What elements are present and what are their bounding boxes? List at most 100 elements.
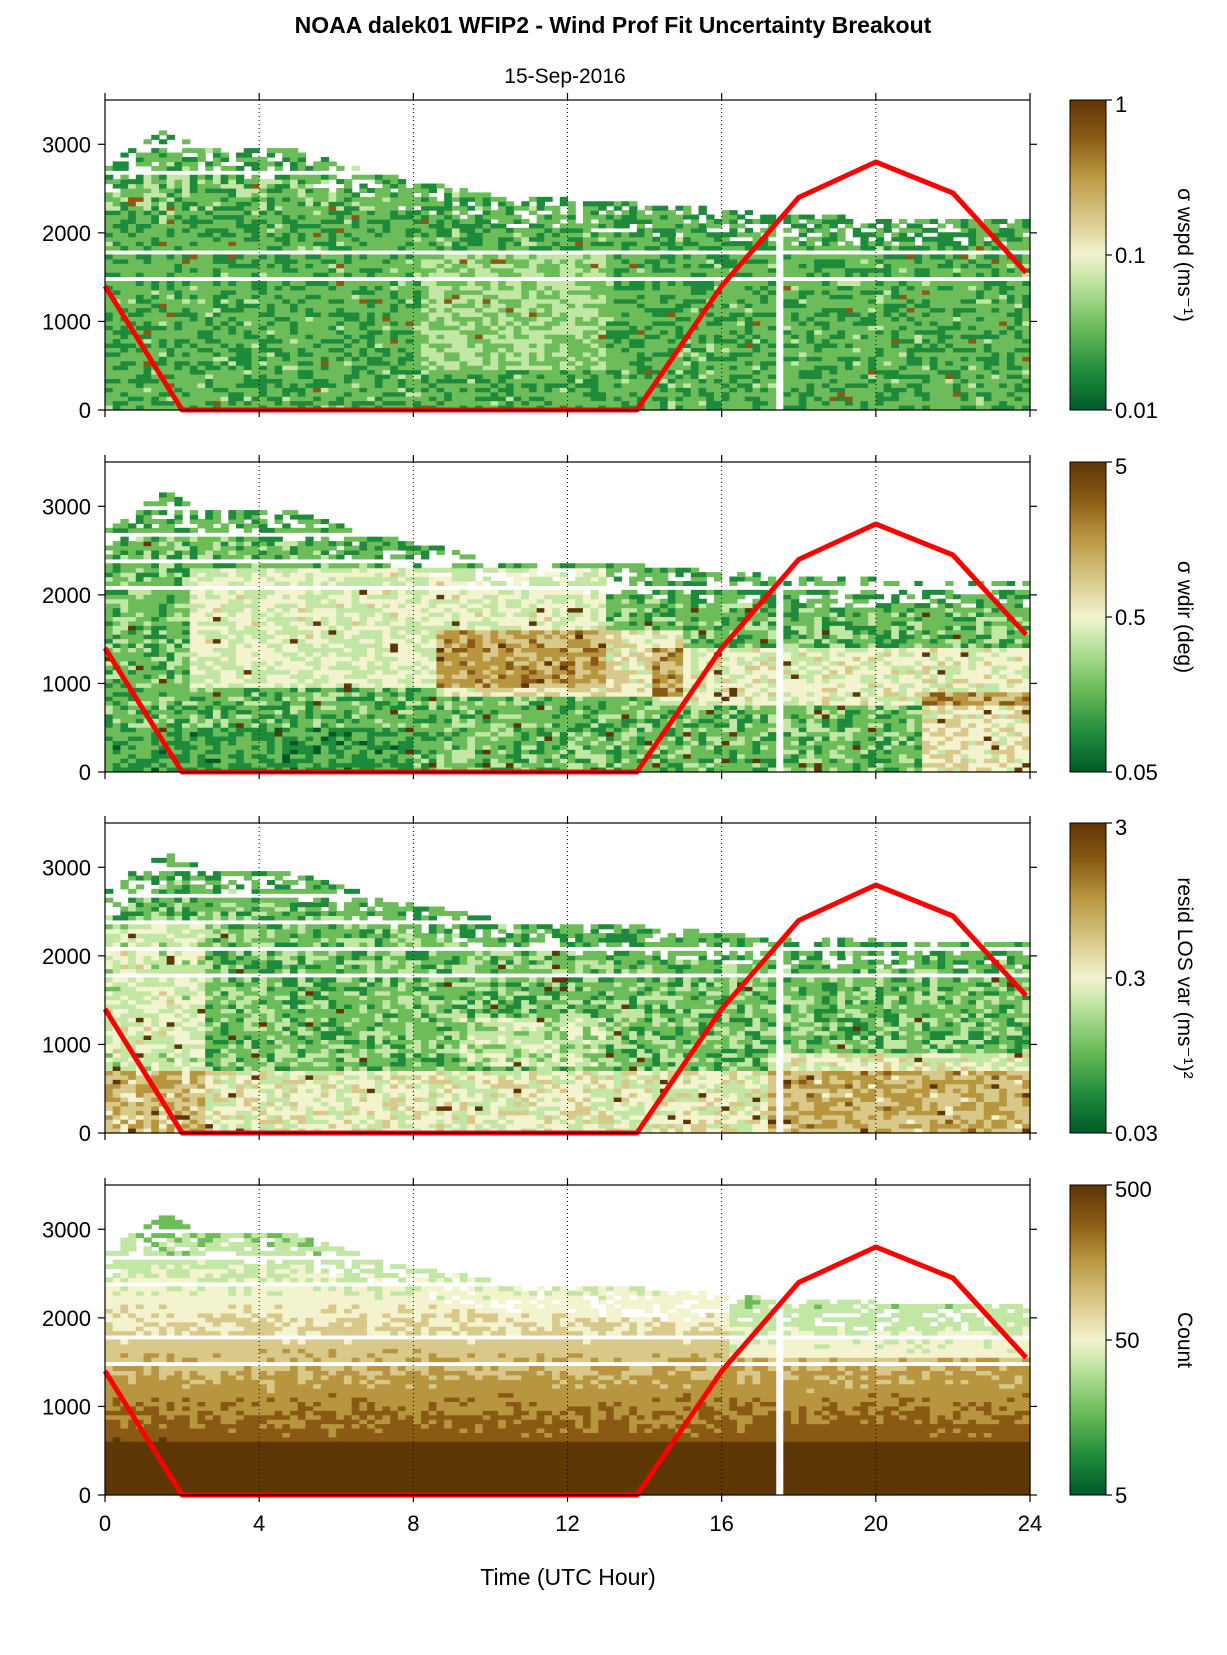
heatmap-cell (128, 347, 137, 353)
heatmap-cell (482, 192, 492, 198)
heatmap-cell (405, 218, 414, 224)
heatmap-cell (729, 218, 738, 224)
heatmap-cell (151, 223, 160, 229)
heatmap-cell (290, 378, 299, 384)
heatmap-cell (320, 232, 330, 238)
heatmap-cell (698, 351, 707, 357)
heatmap-cell (105, 223, 114, 229)
heatmap-cell (929, 396, 939, 402)
heatmap-cell (845, 307, 854, 313)
heatmap-cell (636, 316, 646, 322)
heatmap-cell (405, 347, 414, 353)
heatmap-cell (683, 338, 692, 344)
heatmap-cell (451, 263, 461, 269)
heatmap-cell (821, 338, 831, 344)
heatmap-cell (929, 263, 939, 269)
heatmap-cell (652, 342, 661, 348)
heatmap-cell (397, 192, 407, 198)
heatmap-cell (143, 183, 152, 189)
heatmap-cell (328, 267, 337, 273)
heatmap-cell (220, 307, 229, 313)
heatmap-cell (660, 227, 669, 233)
heatmap-cell (397, 382, 407, 388)
heatmap-cell (189, 334, 199, 340)
heatmap-cell (305, 201, 314, 207)
heatmap-cell (898, 356, 908, 362)
heatmap-cell (151, 134, 160, 140)
heatmap-cell (305, 351, 314, 357)
heatmap-cell (852, 303, 862, 309)
heatmap-cell (105, 382, 114, 388)
heatmap-cell (891, 342, 900, 348)
heatmap-cell (297, 223, 307, 229)
heatmap-cell (197, 404, 206, 410)
heatmap-cell (690, 396, 700, 402)
heatmap-cell (898, 241, 908, 247)
heatmap-cell (660, 241, 669, 247)
heatmap-cell (814, 267, 823, 273)
heatmap-cell (791, 351, 800, 357)
heatmap-cell (922, 351, 931, 357)
heatmap-cell (351, 387, 360, 393)
heatmap-cell (359, 396, 368, 402)
heatmap-cell (105, 192, 114, 198)
heatmap-cell (397, 210, 407, 216)
heatmap-cell (814, 396, 823, 402)
heatmap-cell (313, 311, 322, 317)
heatmap-cell (821, 289, 831, 295)
heatmap-cell (621, 201, 630, 207)
heatmap-cell (405, 342, 414, 348)
heatmap-cell (328, 285, 337, 291)
heatmap-cell (212, 298, 222, 304)
heatmap-cell (791, 280, 800, 286)
heatmap-cell (667, 400, 677, 406)
heatmap-cell (166, 280, 175, 286)
heatmap-cell (397, 201, 407, 207)
heatmap-cell (135, 329, 145, 335)
heatmap-cell (482, 391, 492, 397)
heatmap-cell (166, 294, 175, 300)
heatmap-cell (444, 210, 453, 216)
heatmap-cell (367, 285, 376, 291)
heatmap-cell (713, 241, 723, 247)
heatmap-cell (914, 263, 923, 269)
heatmap-cell (675, 365, 684, 371)
heatmap-cell (552, 338, 561, 344)
heatmap-cell (174, 241, 183, 247)
heatmap-cell (744, 298, 754, 304)
heatmap-cell (351, 214, 360, 220)
heatmap-cell (536, 245, 545, 251)
heatmap-cell (898, 334, 908, 340)
heatmap-cell (413, 236, 422, 242)
heatmap-cell (367, 404, 376, 410)
heatmap-cell (937, 347, 946, 353)
heatmap-cell (621, 272, 630, 278)
heatmap-cell (482, 196, 492, 202)
heatmap-cell (158, 148, 168, 154)
heatmap-cell (475, 245, 484, 251)
heatmap-cell (760, 369, 769, 375)
heatmap-cell (143, 210, 152, 216)
heatmap-cell (351, 285, 360, 291)
heatmap-cell (212, 382, 222, 388)
heatmap-cell (189, 148, 199, 154)
heatmap-cell (498, 400, 507, 406)
heatmap-cell (220, 280, 229, 286)
heatmap-cell (305, 254, 314, 260)
heatmap-cell (929, 294, 939, 300)
heatmap-cell (313, 298, 322, 304)
heatmap-cell (536, 285, 545, 291)
heatmap-cell (883, 365, 892, 371)
heatmap-cell (305, 267, 314, 273)
heatmap-cell (212, 400, 222, 406)
heatmap-cell (860, 263, 869, 269)
heatmap-cell (898, 382, 908, 388)
heatmap-cell (143, 263, 152, 269)
heatmap-cell (128, 338, 137, 344)
heatmap-cell (744, 267, 754, 273)
heatmap-cell (143, 342, 152, 348)
heatmap-cell (660, 285, 669, 291)
heatmap-cell (413, 373, 422, 379)
heatmap-cell (305, 174, 314, 180)
heatmap-cell (128, 218, 137, 224)
